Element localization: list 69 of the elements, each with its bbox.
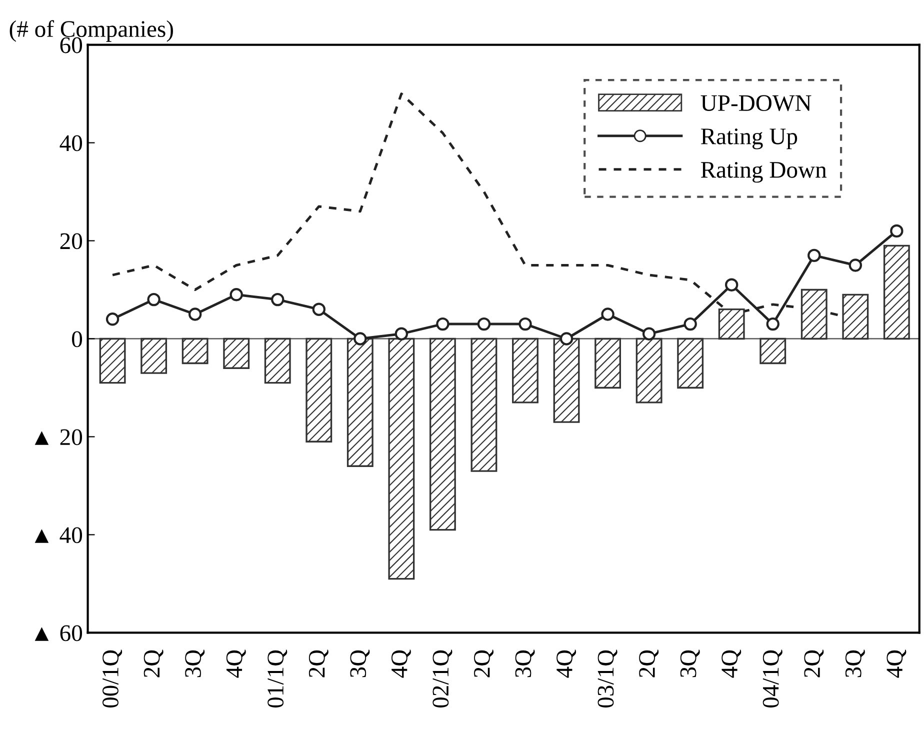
x-tick-label: 4Q xyxy=(722,650,742,678)
point xyxy=(560,332,574,346)
x-tick-label: 02/1Q xyxy=(432,650,452,708)
x-tick-label: 00/1Q xyxy=(102,650,122,708)
x-tick-label: 4Q xyxy=(886,650,906,678)
bar xyxy=(760,338,786,364)
bar xyxy=(99,338,126,384)
bar xyxy=(594,338,622,389)
bar xyxy=(718,308,745,340)
point xyxy=(394,327,408,340)
bar xyxy=(470,338,498,472)
point xyxy=(188,308,202,321)
bar xyxy=(883,244,910,340)
x-tick-label: 03/1Q xyxy=(598,650,618,708)
bar xyxy=(636,338,662,404)
x-tick-label: 04/1Q xyxy=(762,650,782,708)
x-tick-label: 3Q xyxy=(350,650,370,678)
bar xyxy=(264,338,291,384)
point xyxy=(808,248,821,262)
point xyxy=(354,332,367,346)
x-tick-label: 01/1Q xyxy=(268,650,288,708)
bar xyxy=(182,338,208,364)
x-tick-label: 2Q xyxy=(804,650,824,678)
x-tick-label: 3Q xyxy=(680,650,700,678)
point xyxy=(642,327,656,340)
point xyxy=(684,317,697,331)
bar xyxy=(800,288,828,340)
point xyxy=(147,292,160,306)
legend-label: Rating Down xyxy=(700,162,827,183)
x-tick-label: 3Q xyxy=(845,650,865,678)
x-tick-label: 4Q xyxy=(391,650,411,678)
x-tick-label: 4Q xyxy=(226,650,246,678)
y-tick-label: ▲ 20 xyxy=(34,429,82,446)
point xyxy=(725,278,738,292)
y-tick-label: 20 xyxy=(60,233,82,250)
point xyxy=(436,317,450,331)
y-tick-label: 0 xyxy=(72,331,82,348)
bar xyxy=(223,338,250,369)
x-tick-label: 2Q xyxy=(308,650,328,678)
point xyxy=(848,258,862,272)
x-tick-label: 2Q xyxy=(144,650,164,678)
point xyxy=(518,317,532,331)
x-tick-label: 4Q xyxy=(556,650,576,678)
x-tick-label: 3Q xyxy=(185,650,205,678)
bar xyxy=(512,338,538,404)
bar xyxy=(140,338,168,374)
bar xyxy=(388,338,415,580)
x-tick-label: 2Q xyxy=(474,650,494,678)
x-tick-label: 3Q xyxy=(515,650,535,678)
bar xyxy=(346,338,374,467)
point xyxy=(106,312,120,326)
y-tick-label: ▲ 40 xyxy=(34,527,82,544)
bar xyxy=(306,338,332,442)
legend-label: UP-DOWN xyxy=(700,95,812,112)
legend-label: Rating Up xyxy=(700,128,798,150)
x-tick-label: 2Q xyxy=(639,650,659,678)
bar xyxy=(429,338,456,531)
bar xyxy=(553,338,580,423)
y-tick-label: ▲ 60 xyxy=(34,625,82,642)
point xyxy=(312,302,326,316)
bar xyxy=(677,338,704,389)
point xyxy=(477,317,491,331)
point xyxy=(890,224,904,238)
point xyxy=(601,308,614,321)
point xyxy=(271,292,284,306)
bar xyxy=(842,294,869,340)
y-tick-label: 40 xyxy=(60,135,82,152)
point xyxy=(230,288,243,302)
point xyxy=(766,317,780,331)
